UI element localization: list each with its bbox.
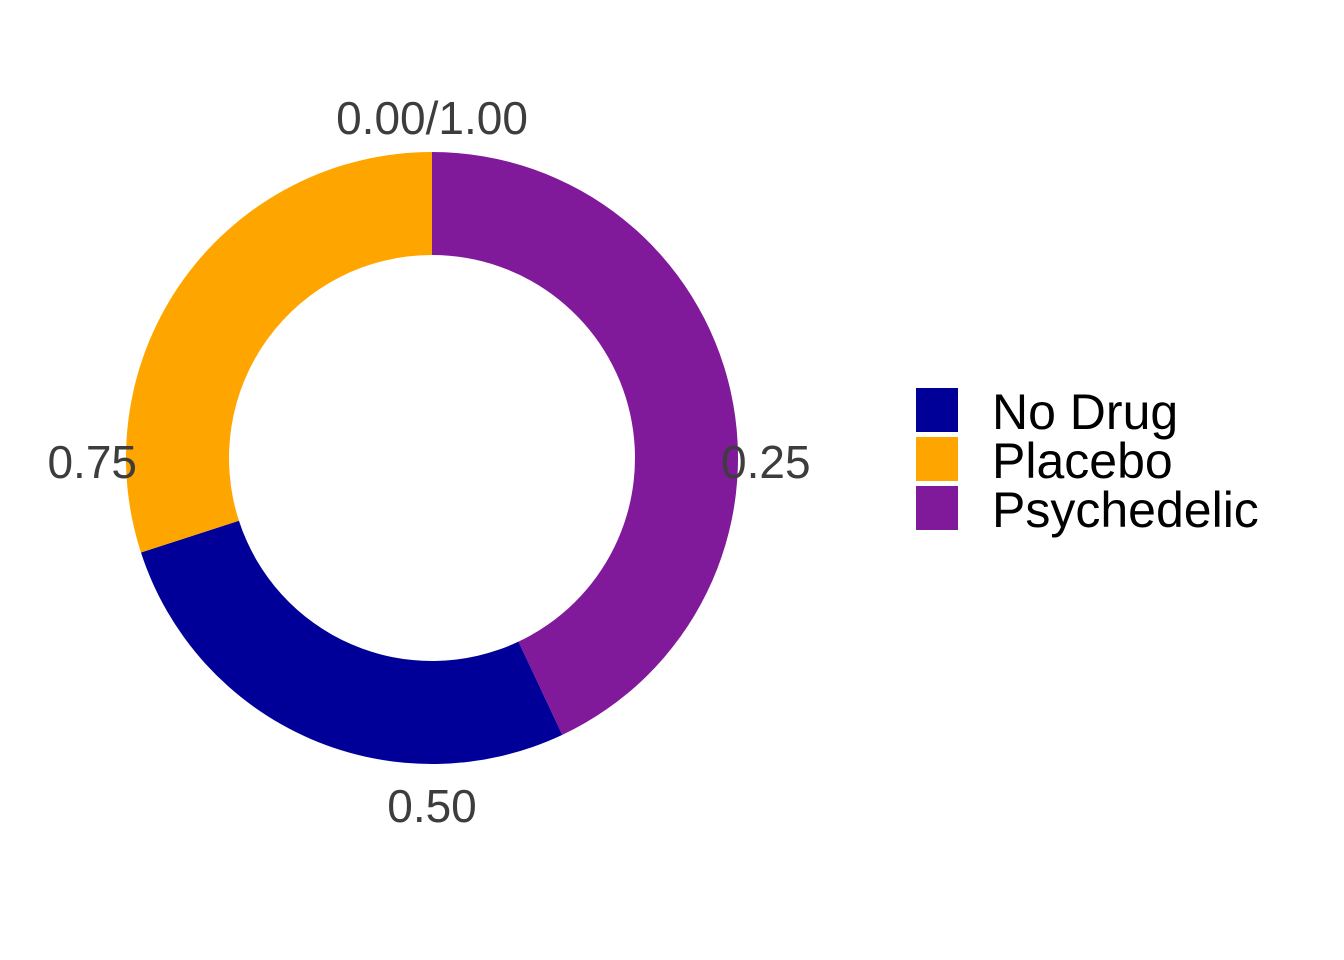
- legend: No Drug Placebo Psychedelic: [916, 384, 1259, 538]
- tick-label-0-25: 0.25: [721, 436, 811, 488]
- tick-label-0-50: 0.50: [387, 780, 477, 832]
- legend-swatch-psychedelic: [916, 486, 958, 530]
- tick-label-0: 0.00/1.00: [336, 92, 528, 144]
- legend-swatch-placebo: [916, 437, 958, 481]
- legend-swatch-no-drug: [916, 388, 958, 432]
- legend-label-no-drug: No Drug: [992, 384, 1178, 440]
- angle-tick-labels: 0.00/1.00 0.25 0.50 0.75: [47, 92, 811, 832]
- tick-label-0-75: 0.75: [47, 436, 137, 488]
- legend-label-placebo: Placebo: [992, 433, 1173, 489]
- slice-no-drug: [140, 520, 563, 764]
- donut-slices: [125, 152, 738, 764]
- slice-placebo: [125, 152, 432, 553]
- slice-psychedelic: [432, 152, 738, 735]
- legend-label-psychedelic: Psychedelic: [992, 482, 1259, 538]
